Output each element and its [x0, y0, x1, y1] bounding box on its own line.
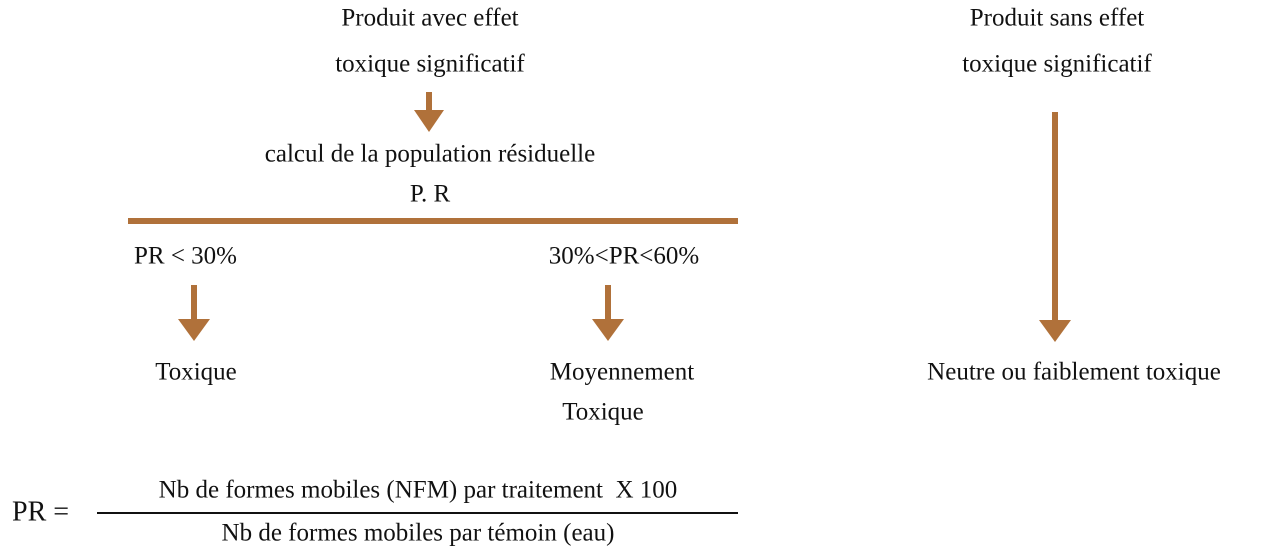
- node-label: toxique significatif: [335, 51, 525, 78]
- formula-denominator: Nb de formes mobiles par témoin (eau): [222, 520, 615, 547]
- node-label: PR < 30%: [134, 243, 237, 270]
- node-label: Toxique: [562, 399, 644, 426]
- node-label: Produit sans effet: [970, 5, 1145, 32]
- node-label: Toxique: [155, 359, 237, 386]
- node-label: Produit avec effet: [341, 5, 518, 32]
- arrows: [128, 92, 1071, 342]
- node-label: Moyennement: [550, 359, 694, 386]
- node-label: Neutre ou faiblement toxique: [927, 359, 1221, 386]
- formula-lhs: PR =: [12, 496, 69, 527]
- node-label: P. R: [410, 181, 451, 208]
- node-label: toxique significatif: [962, 51, 1152, 78]
- node-label: 30%<PR<60%: [549, 243, 699, 270]
- formula-numerator: Nb de formes mobiles (NFM) par traitemen…: [159, 477, 678, 504]
- node-label: calcul de la population résiduelle: [265, 141, 595, 168]
